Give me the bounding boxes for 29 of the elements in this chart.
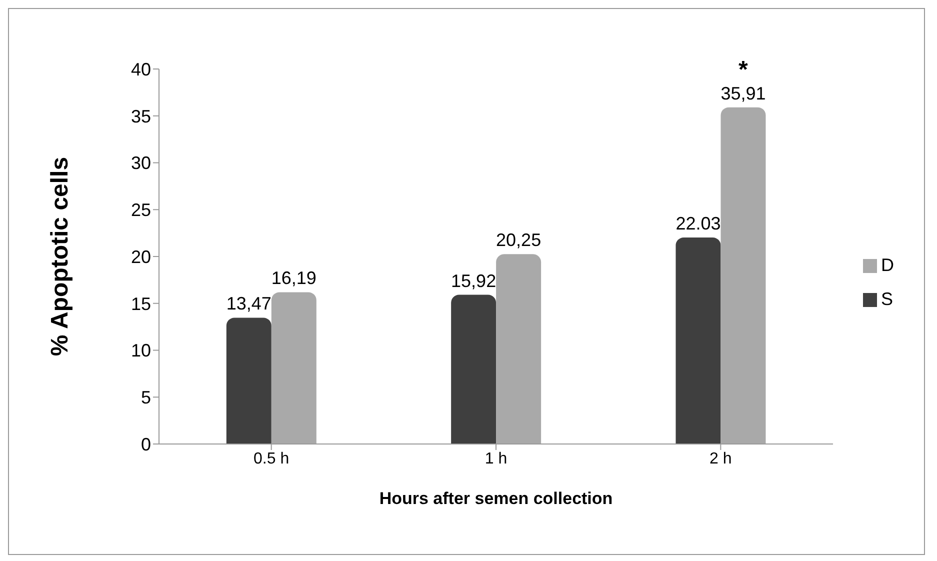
legend-label: D [881, 254, 894, 274]
y-tick-label: 10 [130, 340, 151, 361]
bar [226, 318, 272, 444]
legend-label: S [881, 288, 894, 308]
y-tick-label: 5 [140, 388, 151, 408]
bar [496, 254, 542, 444]
x-axis-title: Hours after semen collection [379, 489, 613, 508]
y-tick-label: 30 [130, 153, 151, 174]
data-label: 35,91 [720, 83, 766, 104]
y-tick-label: 20 [130, 246, 151, 267]
x-tick-label: 0.5 h [254, 450, 290, 468]
bar [271, 292, 316, 444]
data-label: 22.03 [676, 213, 721, 234]
y-tick-label: 35 [130, 106, 151, 126]
data-label: 13,47 [226, 294, 272, 314]
data-label: 15,92 [451, 270, 496, 291]
bar [676, 237, 721, 444]
data-label: 16,19 [271, 268, 316, 288]
y-axis-title: % Apoptotic cells [46, 156, 74, 356]
y-tick-label: 25 [130, 200, 151, 220]
bar [720, 107, 766, 444]
x-tick-label: 2 h [710, 450, 732, 468]
y-tick-label: 0 [140, 434, 151, 454]
annotation: * [738, 56, 749, 84]
y-tick-label: 40 [130, 59, 151, 80]
data-label: 20,25 [496, 230, 542, 250]
bar [451, 294, 496, 444]
x-tick-label: 1 h [484, 450, 508, 468]
y-tick-label: 15 [130, 294, 151, 314]
